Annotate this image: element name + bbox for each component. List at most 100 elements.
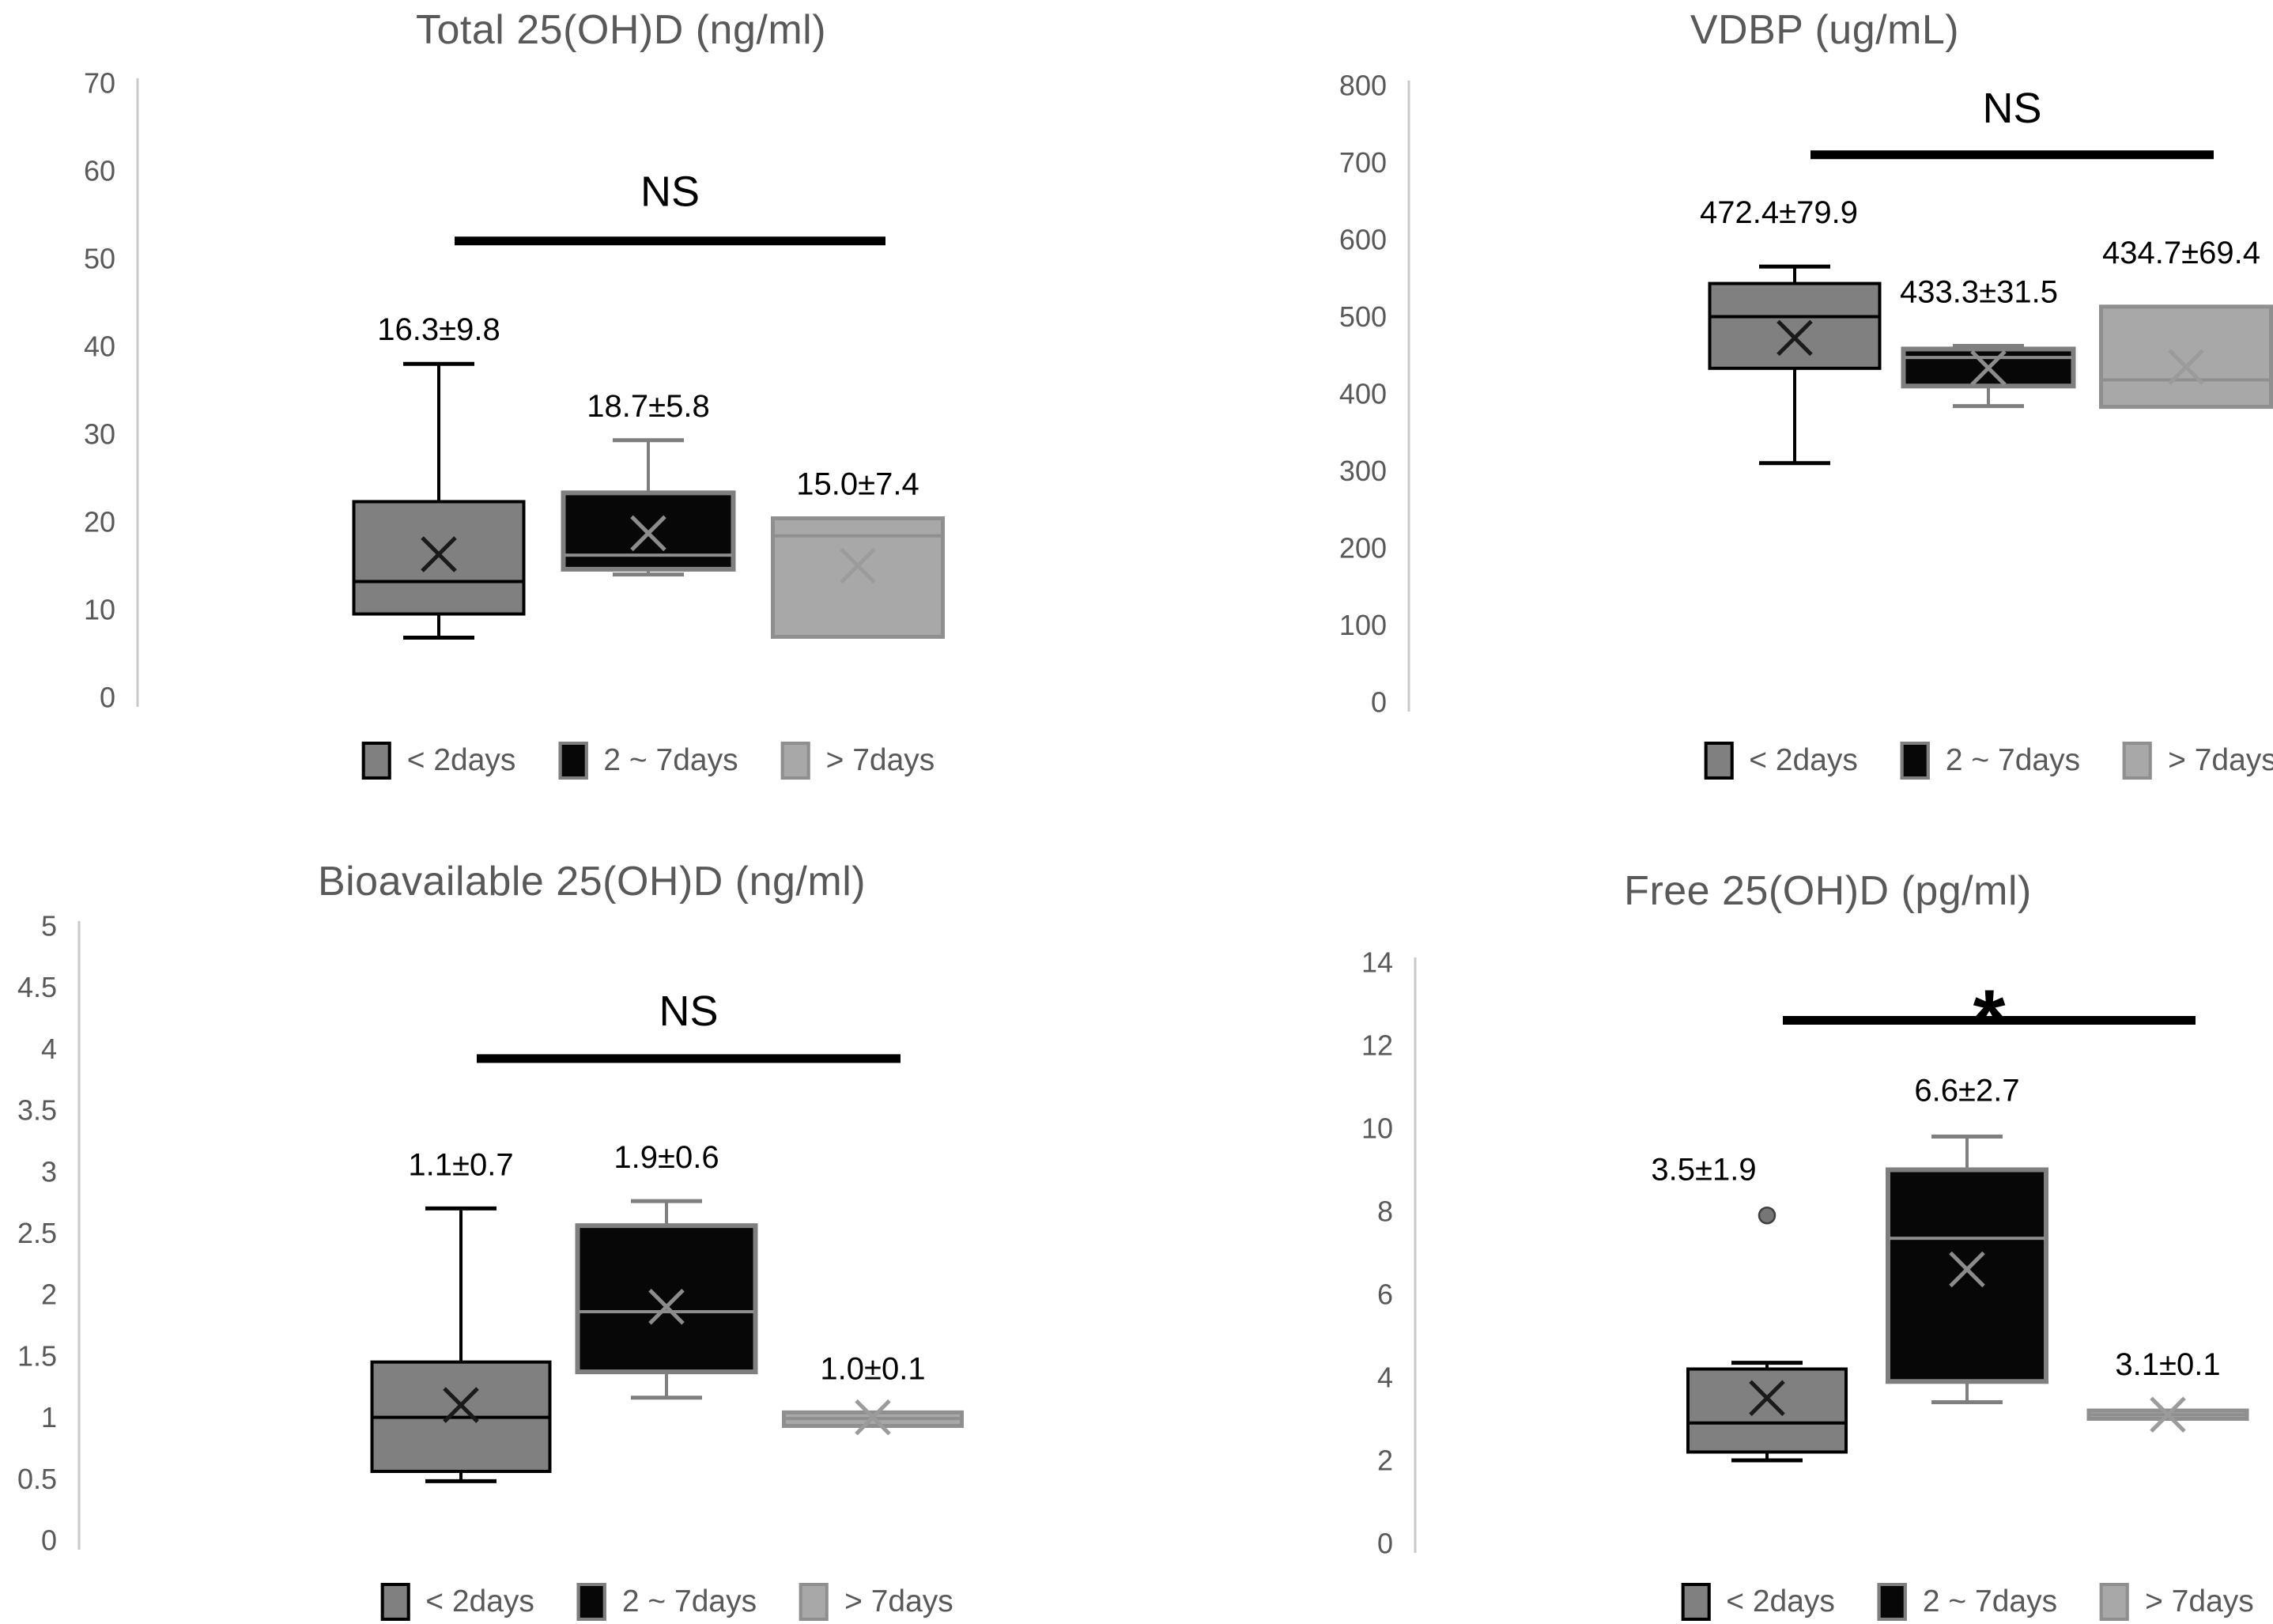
y-tick-label: 10 — [84, 594, 115, 626]
mean-sd-label: 1.1±0.7 — [408, 1147, 513, 1182]
legend-item: < 2days — [380, 1583, 534, 1621]
legend-item: < 2days — [1704, 742, 1858, 780]
y-tick-label: 40 — [84, 330, 115, 363]
mean-sd-label: 433.3±31.5 — [1900, 275, 2058, 310]
mean-sd-label: 1.9±0.6 — [614, 1140, 719, 1175]
mean-x-marker — [2150, 1396, 2186, 1433]
legend-item: 2 ~ 7days — [1900, 742, 2081, 780]
legend-swatch-gt7days-icon — [2100, 1583, 2130, 1621]
legend-label: < 2days — [425, 1584, 534, 1618]
y-tick-label: 100 — [1339, 609, 1387, 641]
bioavailable-25ohd-chart: 0 0.5 1 1.5 2 2.5 3 3.5 4 4.5 5 1.1±0.7 1.9±0.6 1.0±0… — [17, 910, 964, 1557]
box-3 — [771, 516, 945, 639]
y-tick-label: 6 — [1377, 1278, 1393, 1311]
mean-sd-label: 15.0±7.4 — [796, 467, 919, 502]
y-tick-label: 5 — [41, 910, 57, 942]
mean-x-marker — [855, 1399, 891, 1436]
legend-bioavailable-25ohd: < 2days 2 ~ 7days > 7days — [380, 1583, 953, 1621]
legend-label: > 7days — [2168, 743, 2273, 777]
legend-swatch-2to7days-icon — [1877, 1583, 1907, 1621]
mean-sd-label: 1.0±0.1 — [820, 1351, 925, 1386]
legend-swatch-2to7days-icon — [558, 742, 588, 780]
y-tick-label: 1.5 — [17, 1339, 57, 1372]
y-tick-label: 3 — [41, 1155, 57, 1188]
mean-x-marker — [1970, 349, 2007, 387]
y-tick-label: 70 — [84, 67, 115, 100]
legend-swatch-lt2days-icon — [1704, 742, 1734, 780]
y-tick-label: 0 — [1371, 686, 1387, 719]
legend-swatch-lt2days-icon — [380, 1583, 410, 1621]
legend-item: > 7days — [2123, 742, 2273, 780]
mean-sd-label: 6.6±2.7 — [1914, 1074, 2019, 1108]
legend-label: 2 ~ 7days — [621, 1584, 757, 1618]
legend-label: < 2days — [1749, 743, 1858, 777]
y-tick-label: 0 — [100, 682, 115, 714]
outlier-point — [1758, 1207, 1776, 1225]
legend-label: > 7days — [2145, 1584, 2254, 1618]
legend-label: 2 ~ 7days — [1945, 743, 2081, 777]
significance-label: NS — [1982, 85, 2041, 132]
mean-sd-label: 3.1±0.1 — [2115, 1347, 2220, 1382]
y-tick-label: 0.5 — [17, 1463, 57, 1495]
mean-x-marker — [840, 547, 876, 584]
y-tick-label: 0 — [41, 1524, 57, 1557]
y-tick-label: 30 — [84, 418, 115, 451]
y-tick-label: 60 — [84, 155, 115, 187]
legend-label: < 2days — [406, 743, 516, 777]
legend-swatch-gt7days-icon — [799, 1583, 829, 1621]
y-tick-label: 200 — [1339, 532, 1387, 565]
box-1 — [1708, 281, 1882, 370]
mean-sd-label: 18.7±5.8 — [587, 389, 709, 424]
legend-item: < 2days — [1681, 1583, 1835, 1621]
mean-x-marker — [1776, 319, 1813, 357]
free-25ohd-chart: 0 2 4 6 8 10 12 14 3.5±1.9 6.6±2.7 3.1±0.1 * — [1361, 946, 2249, 1560]
mean-x-marker — [1949, 1251, 1985, 1288]
box-2 — [575, 1223, 758, 1375]
legend-total-25ohd: < 2days 2 ~ 7days > 7days — [361, 742, 934, 780]
legend-item: < 2days — [361, 742, 516, 780]
legend-swatch-2to7days-icon — [1900, 742, 1930, 780]
legend-item: 2 ~ 7days — [576, 1583, 757, 1621]
y-tick-label: 3.5 — [17, 1094, 57, 1127]
legend-item: 2 ~ 7days — [1877, 1583, 2058, 1621]
chart-title-free-25ohd: Free 25(OH)D (pg/ml) — [1624, 868, 2032, 914]
y-tick-label: 300 — [1339, 455, 1387, 487]
mean-sd-label: 472.4±79.9 — [1700, 195, 1858, 230]
y-tick-label: 400 — [1339, 378, 1387, 410]
legend-label: < 2days — [1726, 1584, 1835, 1618]
y-tick-label: 4.5 — [17, 971, 57, 1003]
y-tick-label: 2.5 — [17, 1217, 57, 1249]
y-tick-label: 8 — [1377, 1195, 1393, 1228]
mean-x-marker — [630, 515, 666, 552]
y-tick-label: 4 — [41, 1033, 57, 1065]
mean-sd-label: 16.3±9.8 — [377, 312, 500, 347]
y-tick-label: 20 — [84, 506, 115, 538]
significance-label: NS — [640, 168, 700, 215]
legend-vdbp: < 2days 2 ~ 7days > 7days — [1704, 742, 2273, 780]
box-1 — [1686, 1367, 1848, 1454]
vdbp-chart: 0 100 200 300 400 500 600 700 800 472.4±79.9 433.3… — [1339, 70, 2273, 719]
legend-swatch-gt7days-icon — [780, 742, 810, 780]
legend-swatch-2to7days-icon — [576, 1583, 606, 1621]
y-tick-label: 1 — [41, 1401, 57, 1433]
legend-label: > 7days — [844, 1584, 953, 1618]
box-2 — [1901, 346, 2076, 389]
y-tick-label: 2 — [41, 1278, 57, 1311]
y-tick-label: 0 — [1377, 1528, 1393, 1560]
legend-item: > 7days — [780, 742, 934, 780]
y-tick-label: 700 — [1339, 146, 1387, 179]
chart-title-vdbp: VDBP (ug/mL) — [1690, 7, 1960, 53]
legend-label: 2 ~ 7days — [1922, 1584, 2058, 1618]
legend-item: > 7days — [799, 1583, 953, 1621]
y-tick-label: 14 — [1361, 946, 1393, 979]
y-tick-label: 800 — [1339, 70, 1387, 102]
mean-x-marker — [2168, 349, 2204, 385]
y-tick-label: 500 — [1339, 300, 1387, 333]
total-25ohd-chart: 0 10 20 30 40 50 60 70 16.3±9.8 18.7±5.8 15.0±7.4 N… — [84, 67, 945, 714]
box-1 — [352, 500, 526, 616]
mean-x-marker — [648, 1288, 685, 1325]
legend-free-25ohd: < 2days 2 ~ 7days > 7days — [1681, 1583, 2254, 1621]
legend-item: > 7days — [2100, 1583, 2254, 1621]
mean-x-marker — [1749, 1380, 1785, 1417]
y-tick-label: 50 — [84, 243, 115, 275]
